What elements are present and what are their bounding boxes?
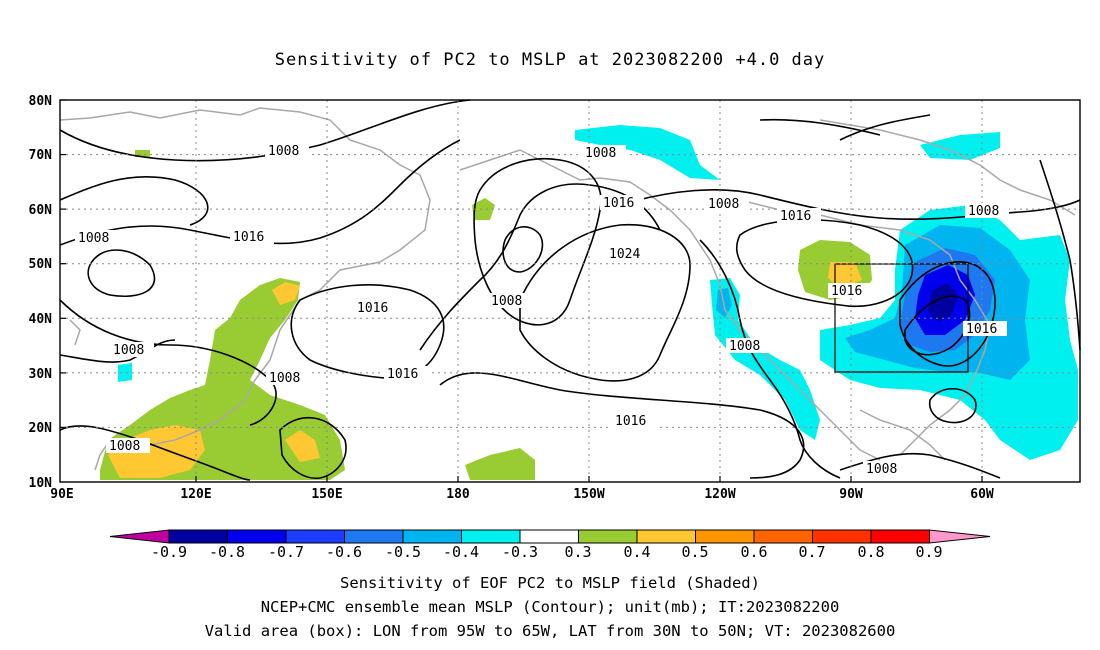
- positive-shading-siberia: [135, 150, 150, 157]
- colorbar-label: -0.3: [501, 543, 539, 561]
- colorbar-swatch: [753, 529, 813, 544]
- colorbar-label: 0.5: [681, 543, 709, 561]
- colorbar-label: -0.8: [208, 543, 246, 561]
- colorbar-swatch: [344, 529, 404, 544]
- contour-label: 1016: [966, 322, 997, 337]
- colorbar-swatch: [227, 529, 287, 544]
- colorbar-swatch: [168, 529, 228, 544]
- tick-marks: [60, 99, 983, 482]
- contour-label: 1008: [708, 197, 739, 212]
- lat-label: 70N: [29, 148, 53, 163]
- contour-label: 1008: [585, 146, 616, 161]
- contour-label: 1008: [866, 462, 897, 477]
- mslp-contours: [59, 99, 1081, 481]
- colorbar-label: -0.5: [384, 543, 422, 561]
- lon-axis-labels: 90E 120E 150E 180 150W 120W 90W 60W: [50, 487, 994, 502]
- colorbar-label: 0.7: [798, 543, 826, 561]
- colorbar-swatch: [519, 529, 579, 544]
- colorbar-label: -0.7: [267, 543, 305, 561]
- contour-label: 1016: [615, 414, 646, 429]
- lat-label: 10N: [29, 476, 53, 491]
- colorbar-swatch: [636, 529, 696, 544]
- positive-shading-pacific1: [465, 448, 535, 480]
- positive-shading-canada-strong: [828, 262, 862, 288]
- lon-label: 90W: [839, 487, 863, 502]
- colorbar-label: -0.4: [442, 543, 480, 561]
- contour-label: 1016: [357, 301, 388, 316]
- grid-lines: [60, 100, 1080, 482]
- contour-label: 1008: [78, 231, 109, 246]
- colorbar-label: -0.9: [150, 543, 188, 561]
- lon-label: 150E: [311, 487, 342, 502]
- positive-shading-pacific2: [472, 198, 495, 220]
- colorbar-high-triangle: [929, 529, 991, 544]
- lat-label: 60N: [29, 203, 53, 218]
- negative-shading-greenland: [920, 132, 1000, 160]
- caption-line-1: Sensitivity of EOF PC2 to MSLP field (Sh…: [340, 574, 760, 592]
- lon-label: 150W: [573, 487, 604, 502]
- lon-label: 90E: [50, 487, 73, 502]
- negative-shading-asia: [118, 363, 132, 382]
- negative-shading-atlantic-max: [928, 283, 958, 322]
- colorbar-low-triangle: [109, 529, 170, 544]
- figure-title: Sensitivity of PC2 to MSLP at 2023082200…: [274, 50, 826, 70]
- coastlines: [59, 107, 1076, 471]
- contour-label: 1008: [113, 343, 144, 358]
- caption-line-3: Valid area (box): LON from 95W to 65W, L…: [204, 622, 896, 640]
- positive-shading-ssea: [285, 430, 320, 462]
- lat-axis-labels: 80N 70N 60N 50N 40N 30N 20N 10N: [29, 94, 53, 491]
- lat-label: 20N: [29, 421, 53, 436]
- lon-label: 120W: [704, 487, 735, 502]
- contour-label: 1024: [609, 247, 640, 262]
- lat-label: 30N: [29, 367, 53, 382]
- contour-label: 1016: [780, 209, 811, 224]
- contour-label: 1008: [968, 204, 999, 219]
- colorbar-swatch: [812, 529, 872, 544]
- contour-label: 1008: [729, 339, 760, 354]
- colorbar-swatch: [461, 529, 521, 544]
- colorbar-swatch: [870, 529, 930, 544]
- colorbar-swatch: [695, 529, 755, 544]
- lat-label: 40N: [29, 312, 53, 327]
- contour-label: 1008: [109, 439, 140, 454]
- colorbar-label: 0.3: [564, 543, 592, 561]
- colorbar-label: 0.8: [857, 543, 885, 561]
- contour-label: 1016: [233, 230, 264, 245]
- lon-label: 180: [446, 487, 470, 502]
- colorbar-swatch: [578, 529, 638, 544]
- map-frame: [59, 99, 1081, 483]
- caption-line-2: NCEP+CMC ensemble mean MSLP (Contour); u…: [260, 598, 840, 616]
- lon-label: 60W: [970, 487, 994, 502]
- contour-label: 1008: [491, 294, 522, 309]
- lon-label: 120E: [180, 487, 211, 502]
- colorbar-swatch: [285, 529, 345, 544]
- contour-label: 1008: [268, 144, 299, 159]
- negative-shading-westcoast: [710, 278, 820, 440]
- colorbar-swatch: [402, 529, 462, 544]
- colorbar-label: -0.6: [325, 543, 363, 561]
- contour-label: 1008: [269, 371, 300, 386]
- colorbar: [109, 529, 991, 544]
- contour-labels: 1008 1008 1008 1008 1008 1008 1008 1008 …: [75, 143, 1009, 477]
- colorbar-label: 0.9: [915, 543, 943, 561]
- lat-label: 80N: [29, 94, 53, 109]
- negative-shading-arctic: [575, 125, 720, 180]
- colorbar-label: 0.4: [623, 543, 651, 561]
- colorbar-label: 0.6: [740, 543, 768, 561]
- contour-label: 1016: [603, 196, 634, 211]
- contour-label: 1016: [387, 367, 418, 382]
- contour-label: 1016: [831, 284, 862, 299]
- positive-shading-korea: [272, 282, 300, 305]
- lat-label: 50N: [29, 257, 53, 272]
